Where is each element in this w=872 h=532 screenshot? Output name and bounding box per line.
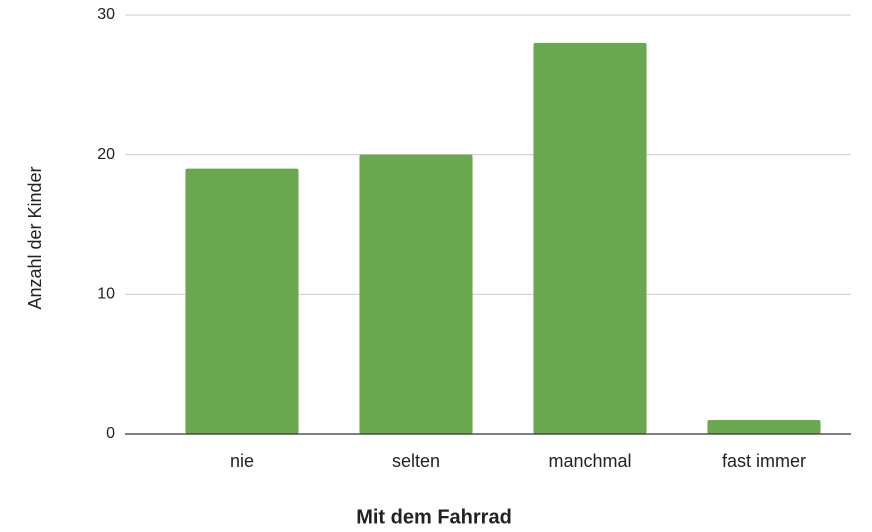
y-tick-label: 30	[97, 6, 115, 23]
y-axis-label: Anzahl der Kinder	[25, 166, 45, 309]
x-axis-label: Mit dem Fahrrad	[356, 506, 512, 528]
y-tick-label: 20	[97, 146, 115, 163]
bar	[707, 420, 821, 434]
y-tick-label: 0	[106, 425, 115, 442]
x-tick-label: fast immer	[722, 451, 806, 471]
x-tick-label: selten	[392, 451, 440, 471]
bar	[533, 42, 647, 434]
y-tick-label: 10	[97, 286, 115, 303]
x-tick-label: nie	[230, 451, 254, 471]
bar	[185, 168, 299, 434]
x-tick-label: manchmal	[548, 451, 631, 471]
bar	[359, 154, 473, 434]
